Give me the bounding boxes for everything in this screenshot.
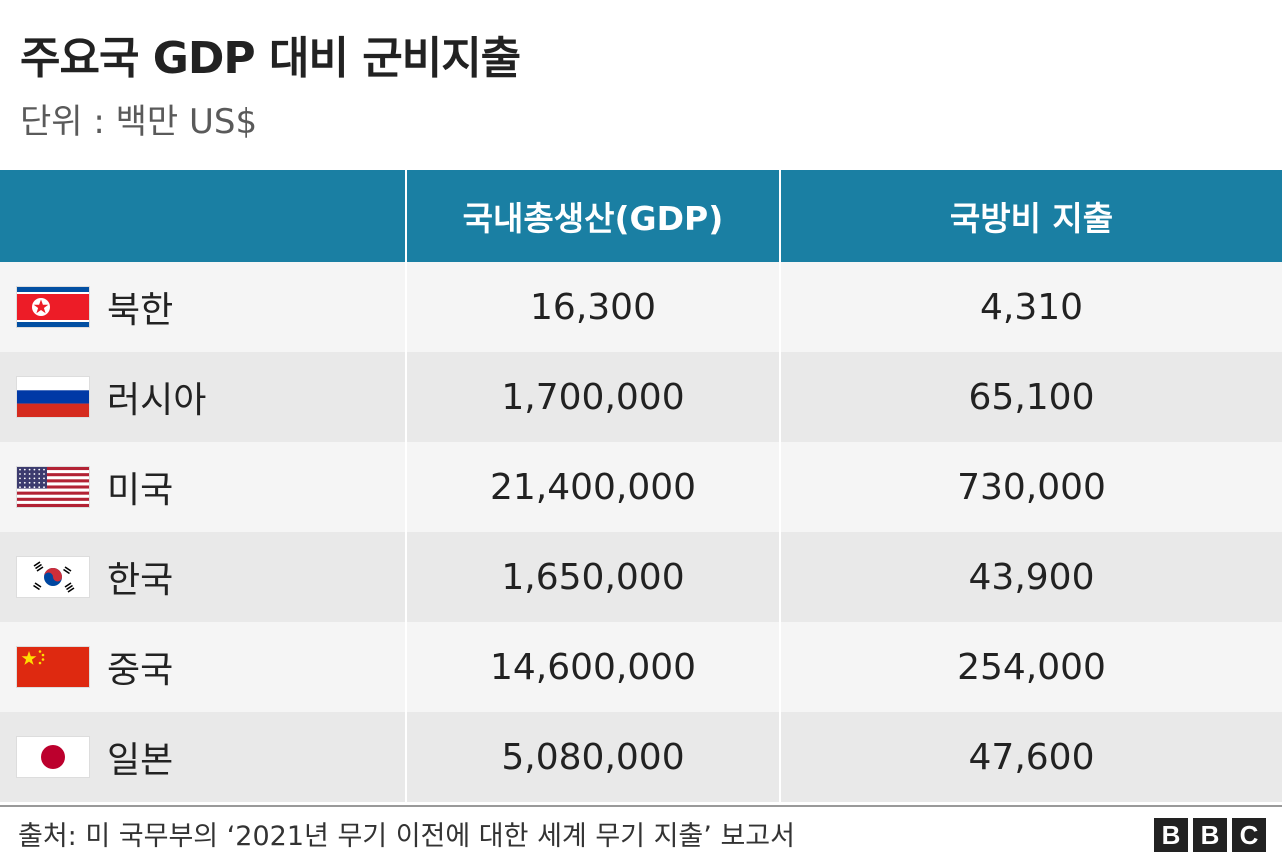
country-name: 러시아	[107, 380, 207, 421]
defense-value: 47,600	[779, 712, 1282, 802]
table-row: 미국 21,400,000 730,000	[0, 442, 1282, 532]
russia-flag	[17, 377, 89, 417]
country-name: 미국	[107, 470, 174, 511]
country-cell: 한국	[0, 532, 405, 622]
header-defense: 국방비 지출	[779, 170, 1282, 262]
south-korea-flag	[17, 557, 89, 597]
logo-letter: B	[1154, 818, 1188, 852]
country-cell: 미국	[0, 442, 405, 532]
country-cell: 일본	[0, 712, 405, 802]
table-row: 중국 14,600,000 254,000	[0, 622, 1282, 712]
table-header: 국내총생산(GDP) 국방비 지출	[0, 170, 1282, 262]
north-korea-flag	[17, 287, 89, 327]
gdp-value: 14,600,000	[405, 622, 779, 712]
data-table: 국내총생산(GDP) 국방비 지출 북한 16,300 4,310 러시아 1,700,…	[0, 170, 1282, 802]
defense-value: 254,000	[779, 622, 1282, 712]
table-row: 일본 5,080,000 47,600	[0, 712, 1282, 802]
footer-divider	[0, 805, 1282, 807]
country-cell: 러시아	[0, 352, 405, 442]
country-cell: 중국	[0, 622, 405, 712]
defense-value: 43,900	[779, 532, 1282, 622]
chart-subtitle: 단위 : 백만 US$	[20, 102, 258, 142]
header-gdp: 국내총생산(GDP)	[405, 170, 779, 262]
china-flag	[17, 647, 89, 687]
logo-letter: B	[1193, 818, 1227, 852]
gdp-value: 5,080,000	[405, 712, 779, 802]
country-name: 중국	[107, 650, 174, 691]
usa-flag	[17, 467, 89, 507]
bbc-logo: B B C	[1154, 818, 1266, 852]
gdp-value: 21,400,000	[405, 442, 779, 532]
country-name: 일본	[107, 740, 174, 781]
table-body: 북한 16,300 4,310 러시아 1,700,000 65,100 미국 21,400,…	[0, 262, 1282, 802]
table-row: 한국 1,650,000 43,900	[0, 532, 1282, 622]
defense-value: 730,000	[779, 442, 1282, 532]
gdp-value: 1,650,000	[405, 532, 779, 622]
defense-value: 4,310	[779, 262, 1282, 352]
gdp-value: 1,700,000	[405, 352, 779, 442]
country-cell: 북한	[0, 262, 405, 352]
logo-letter: C	[1232, 818, 1266, 852]
japan-flag	[17, 737, 89, 777]
chart-title: 주요국 GDP 대비 군비지출	[20, 33, 521, 84]
country-name: 북한	[107, 290, 174, 331]
table-row: 북한 16,300 4,310	[0, 262, 1282, 352]
country-name: 한국	[107, 560, 174, 601]
gdp-value: 16,300	[405, 262, 779, 352]
source-note: 출처: 미 국무부의 ‘2021년 무기 이전에 대한 세계 무기 지출’ 보고…	[18, 821, 795, 852]
table-row: 러시아 1,700,000 65,100	[0, 352, 1282, 442]
defense-value: 65,100	[779, 352, 1282, 442]
header-country	[0, 170, 405, 262]
